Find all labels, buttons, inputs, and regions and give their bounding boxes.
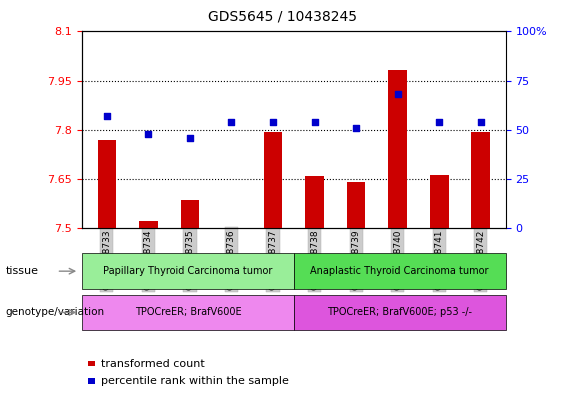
Text: GDS5645 / 10438245: GDS5645 / 10438245 [208,10,357,24]
Point [393,91,402,97]
Point [144,130,153,137]
Text: percentile rank within the sample: percentile rank within the sample [101,376,289,386]
Point [476,119,485,125]
Bar [294,295,506,330]
Bar [388,70,407,228]
Text: Anaplastic Thyroid Carcinoma tumor: Anaplastic Thyroid Carcinoma tumor [311,266,489,276]
Text: transformed count: transformed count [101,358,205,369]
Bar [471,132,490,228]
Text: Papillary Thyroid Carcinoma tumor: Papillary Thyroid Carcinoma tumor [103,266,272,276]
Point [185,134,194,141]
Point [351,125,360,131]
Point [102,113,111,119]
Point [227,119,236,125]
Bar [305,176,324,228]
Text: tissue: tissue [6,266,38,276]
Text: TPOCreER; BrafV600E; p53 -/-: TPOCreER; BrafV600E; p53 -/- [327,307,472,318]
Bar [430,175,449,228]
Point [434,119,444,125]
Bar [347,182,366,228]
Point [268,119,277,125]
Bar [82,295,294,330]
Point [310,119,319,125]
Bar [294,253,506,289]
Text: TPOCreER; BrafV600E: TPOCreER; BrafV600E [134,307,241,318]
Text: genotype/variation: genotype/variation [6,307,105,318]
Bar [82,253,294,289]
Bar [139,221,158,228]
Bar [264,132,282,228]
Bar [181,200,199,228]
Bar [98,140,116,228]
